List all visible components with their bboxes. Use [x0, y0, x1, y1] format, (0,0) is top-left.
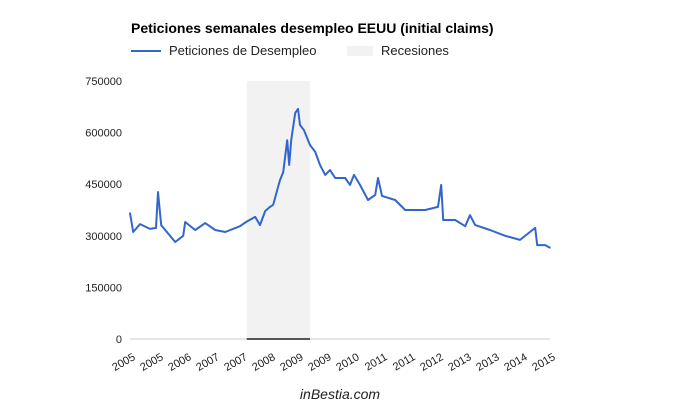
- x-tick-label: 2013: [446, 351, 473, 374]
- data-point: [440, 184, 443, 186]
- data-point: [299, 124, 301, 126]
- data-point: [549, 247, 551, 249]
- y-tick-label: 0: [116, 334, 122, 346]
- data-point: [254, 216, 256, 218]
- chart-title: Peticiones semanales desempleo EEUU (ini…: [131, 20, 494, 36]
- x-tick-label: 2013: [474, 351, 501, 374]
- data-point: [377, 177, 379, 179]
- data-point: [404, 209, 407, 211]
- x-tick-label: 2005: [110, 351, 137, 374]
- data-point: [169, 235, 171, 237]
- data-point: [259, 224, 261, 226]
- data-point: [359, 184, 361, 186]
- data-point: [294, 112, 297, 114]
- x-tick-label: 2011: [363, 351, 389, 373]
- data-point: [245, 221, 247, 223]
- data-point: [204, 222, 206, 224]
- x-tick-label: 2009: [278, 351, 305, 374]
- data-point: [324, 174, 327, 176]
- data-point: [160, 224, 162, 226]
- y-tick-label: 450000: [85, 179, 122, 191]
- data-point: [157, 191, 159, 193]
- data-point: [303, 129, 305, 131]
- data-point: [309, 144, 311, 146]
- data-point: [182, 235, 184, 237]
- data-point: [353, 174, 355, 176]
- data-point: [276, 189, 279, 191]
- data-point: [489, 229, 491, 231]
- data-point: [534, 227, 536, 229]
- data-point: [349, 184, 351, 186]
- data-point: [367, 199, 369, 201]
- x-tick-label: 2007: [194, 351, 221, 374]
- x-tick-label: 2011: [391, 351, 417, 373]
- data-point: [544, 244, 546, 246]
- x-tick-label: 2005: [138, 351, 165, 374]
- recession-band: [246, 81, 310, 339]
- data-point: [319, 164, 321, 166]
- data-point: [129, 212, 131, 214]
- x-tick-label: 2012: [418, 351, 445, 374]
- legend-item-peticiones: Peticiones de Desempleo: [131, 43, 316, 58]
- data-point: [469, 214, 471, 216]
- data-point: [139, 223, 141, 225]
- data-point: [282, 171, 285, 173]
- data-point: [132, 231, 134, 233]
- data-point: [519, 239, 521, 241]
- data-point: [394, 199, 397, 201]
- data-point: [272, 204, 275, 206]
- legend-line-swatch: [131, 49, 161, 52]
- data-point: [474, 224, 477, 226]
- data-point: [536, 244, 538, 246]
- y-tick-label: 600000: [85, 128, 122, 140]
- data-point: [442, 219, 445, 221]
- data-point: [464, 225, 467, 227]
- data-point: [504, 235, 507, 237]
- y-tick-label: 750000: [85, 76, 122, 88]
- x-tick-label: 2010: [334, 351, 361, 374]
- y-tick-label: 150000: [85, 282, 122, 294]
- data-point: [414, 209, 417, 211]
- data-point: [424, 209, 427, 211]
- data-point: [239, 225, 241, 227]
- data-point: [194, 229, 196, 231]
- data-point: [214, 229, 216, 231]
- data-point: [224, 231, 226, 233]
- data-point: [149, 228, 151, 230]
- x-tick-label: 2007: [222, 351, 249, 374]
- data-point: [334, 177, 337, 179]
- data-point: [297, 108, 299, 110]
- data-point: [437, 206, 439, 208]
- data-point: [288, 164, 291, 166]
- x-tick-label: 2015: [530, 351, 557, 374]
- x-tick-label: 2006: [166, 351, 193, 374]
- source-footer: inBestia.com: [299, 386, 381, 402]
- x-tick-label: 2009: [306, 351, 333, 374]
- y-tick-label: 300000: [85, 231, 122, 243]
- legend-label: Peticiones de Desempleo: [169, 43, 317, 58]
- data-point: [344, 177, 347, 179]
- data-point: [374, 194, 377, 196]
- data-point: [290, 139, 293, 141]
- data-point: [184, 221, 186, 223]
- x-tick-label: 2014: [502, 351, 529, 374]
- legend-item-recesiones: Recesiones: [347, 43, 449, 58]
- data-point: [286, 139, 289, 141]
- legend-label: Recesiones: [381, 43, 449, 58]
- series-line-peticiones: [129, 107, 551, 249]
- x-tick-label: 2008: [250, 351, 277, 374]
- legend-box-swatch: [347, 45, 373, 56]
- data-point: [264, 210, 267, 212]
- data-point: [155, 227, 157, 229]
- data-point: [314, 151, 317, 153]
- data-point: [381, 195, 383, 197]
- data-point: [454, 219, 457, 221]
- data-point: [279, 179, 281, 181]
- data-point: [269, 206, 271, 208]
- data-point: [174, 241, 176, 243]
- data-point: [329, 169, 331, 171]
